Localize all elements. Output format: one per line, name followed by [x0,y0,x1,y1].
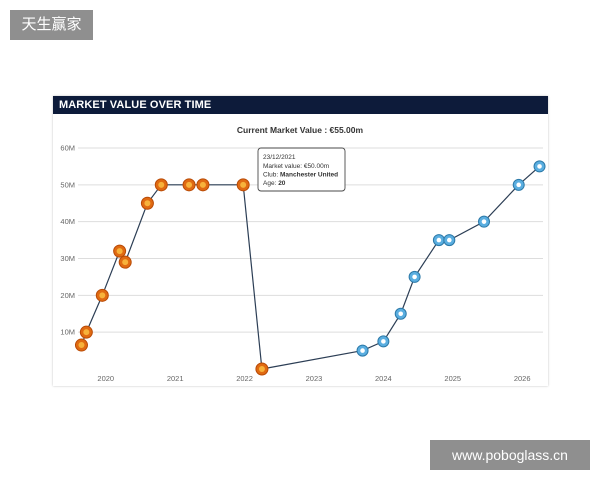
data-point[interactable] [255,362,269,376]
x-tick-label: 2022 [236,374,253,383]
united-crest-inner [258,366,265,372]
y-tick-label: 20M [60,291,75,300]
data-point[interactable] [394,307,407,320]
marseille-crest-inner [537,164,542,169]
tooltip-line-2: Club: Manchester United [263,172,338,179]
data-point[interactable] [118,255,132,269]
data-point[interactable] [236,178,250,192]
marseille-crest-inner [516,182,522,188]
marseille-crest-inner [360,348,365,353]
tooltip-club: Manchester United [280,172,338,179]
panel-title: MARKET VALUE OVER TIME [53,96,548,114]
data-point[interactable] [377,335,390,348]
tooltip-line-1: Market value: €50.00m [263,163,329,170]
chart-title: Current Market Value : €55.00m [237,125,364,135]
data-point[interactable] [443,234,456,247]
y-axis-ticks: 10M 20M 30M 40M 50M 60M [60,144,75,337]
x-tick-label: 2026 [514,374,531,383]
tooltip-line-3: Age: 20 [263,180,286,187]
data-point[interactable] [95,288,109,302]
data-point[interactable] [512,178,525,191]
market-value-chart: Current Market Value : €55.00m 10M 20M 30M… [60,125,546,383]
data-point[interactable] [408,270,421,283]
united-crest-inner [158,181,165,188]
y-tick-label: 40M [60,217,75,226]
data-point[interactable] [182,178,196,192]
united-crest-inner [240,181,247,188]
united-crest-inner [199,181,206,188]
y-tick-label: 30M [60,254,75,263]
united-crest-inner [122,259,129,266]
data-point[interactable] [113,244,127,258]
data-points [74,160,546,376]
y-tick-label: 50M [60,180,75,189]
tooltip-date: 23/12/2021 [263,154,296,161]
market-value-panel: MARKET VALUE OVER TIME Current Market Va… [53,96,548,386]
united-crest-inner [144,200,151,207]
tooltip-market-value: €50.00m [304,163,329,170]
data-point[interactable] [140,196,154,210]
x-tick-label: 2024 [375,374,392,383]
y-tick-label: 10M [60,328,75,337]
marseille-crest-inner [412,274,417,280]
x-tick-label: 2023 [306,374,323,383]
data-point[interactable] [196,178,210,192]
marseille-crest-inner [447,237,452,243]
data-point[interactable] [356,344,369,357]
marseille-crest-inner [381,339,386,344]
united-crest-inner [186,181,193,188]
tooltip-age: 20 [278,180,286,187]
united-crest-inner [78,342,85,349]
united-crest-inner [83,329,90,336]
market-value-line [80,165,540,370]
x-tick-label: 2025 [444,374,461,383]
x-tick-label: 2021 [167,374,184,383]
united-crest-inner [116,248,123,255]
x-axis-ticks: 2020 2021 2022 2023 2024 2025 2026 [97,374,530,383]
data-point[interactable] [74,338,88,352]
tooltip-market-value-label: Market value: [263,163,304,170]
x-tick-label: 2020 [97,374,114,383]
marseille-crest-inner [436,237,442,243]
tooltip: 23/12/2021 Market value: €50.00m Club: M… [257,147,346,192]
data-point[interactable] [432,234,445,247]
tooltip-box [257,147,346,192]
data-point[interactable] [533,160,546,173]
marseille-crest-inner [481,219,487,224]
marseille-crest-inner [398,311,404,317]
y-tick-label: 60M [60,144,75,153]
tooltip-club-label: Club: [263,172,280,179]
tooltip-age-label: Age: [263,180,278,187]
watermark-bottom: www.poboglass.cn [430,440,590,470]
data-point[interactable] [79,325,93,339]
data-point[interactable] [154,178,168,192]
united-crest-inner [99,292,106,299]
data-point[interactable] [478,215,491,228]
watermark-top: 天生赢家 [10,10,93,40]
